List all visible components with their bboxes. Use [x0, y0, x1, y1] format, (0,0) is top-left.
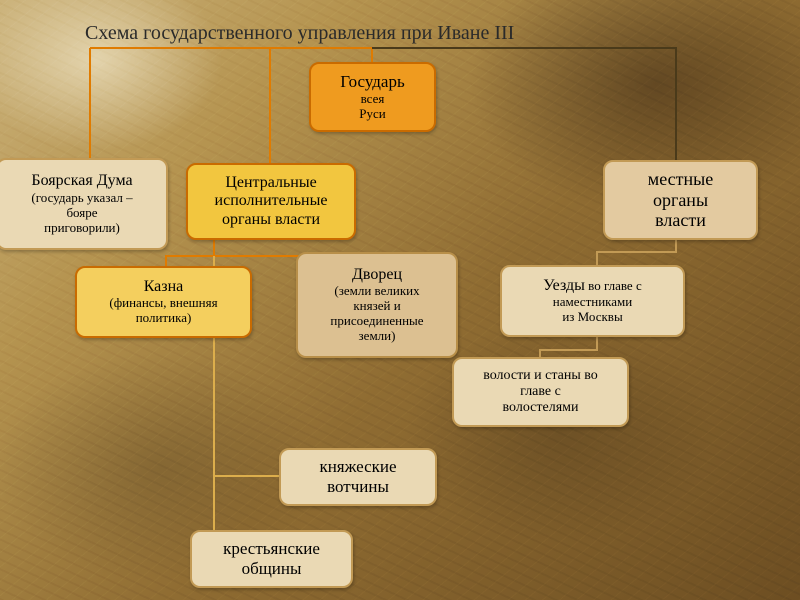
node-obshchiny: крестьянскиеобщины: [190, 530, 353, 588]
node-kazna: Казна(финансы, внешняяполитика): [75, 266, 252, 338]
node-central: Центральныеисполнительныеорганы власти: [186, 163, 356, 240]
node-uezdy: Уезды во главе снаместникамииз Москвы: [500, 265, 685, 337]
node-gosudar: ГосударьвсеяРуси: [309, 62, 436, 132]
node-volosti: волости и станы воглаве сволостелями: [452, 357, 629, 427]
node-duma: Боярская Дума(государь указал –бояреприг…: [0, 158, 168, 250]
diagram-title: Схема государственного управления при Ив…: [85, 22, 514, 45]
node-dvorets: Дворец(земли великихкнязей иприсоединенн…: [296, 252, 458, 358]
node-local: местныеорганывласти: [603, 160, 758, 240]
node-votchiny: княжескиевотчины: [279, 448, 437, 506]
